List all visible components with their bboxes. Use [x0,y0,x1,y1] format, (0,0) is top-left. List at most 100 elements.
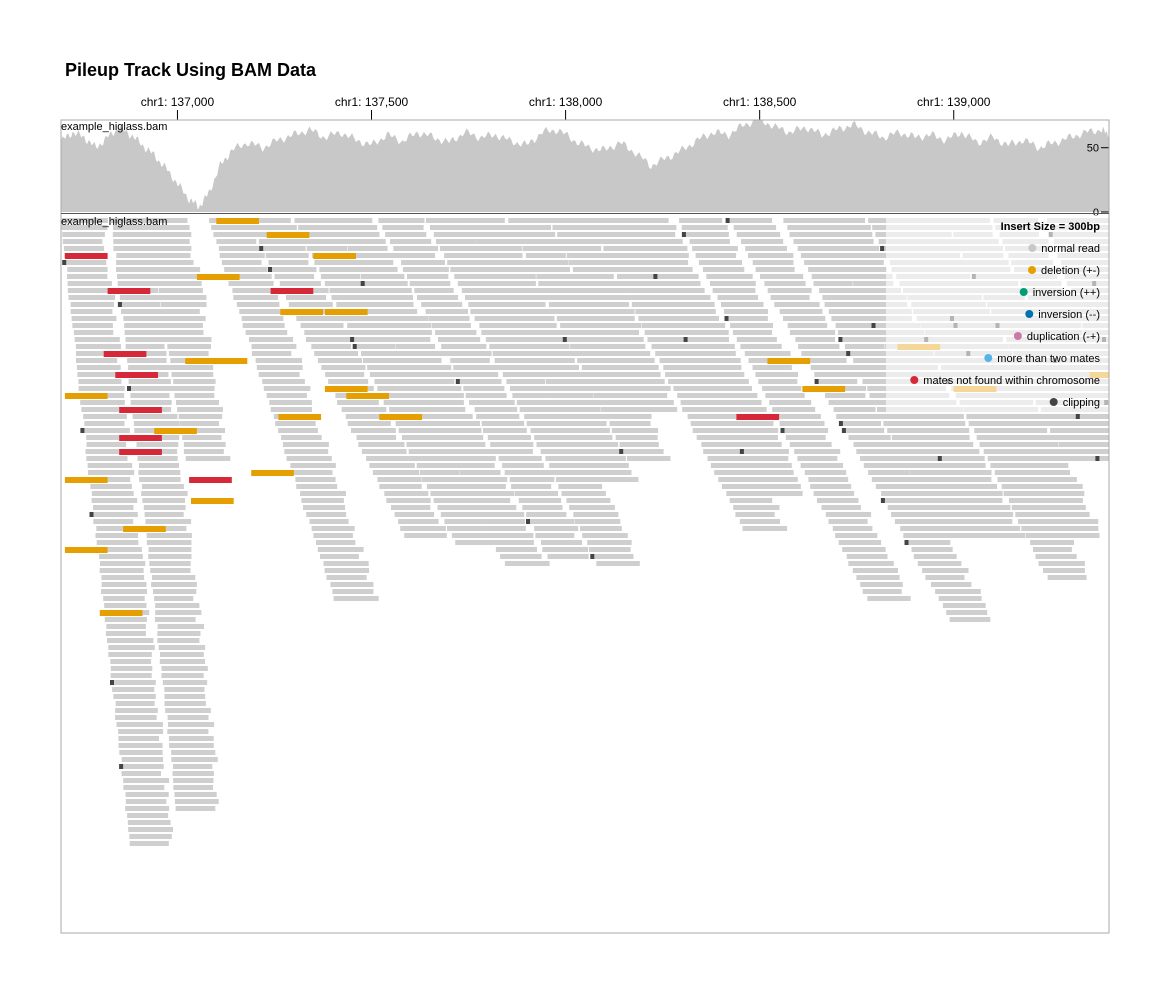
read [469,400,515,405]
read [681,225,728,230]
read [160,302,207,307]
read [128,379,171,384]
read [175,806,216,811]
read [844,344,885,349]
read [411,456,456,461]
read [458,379,502,384]
read [489,344,533,349]
read [573,351,616,356]
read [598,239,642,244]
read [735,435,778,440]
deletion-read-23 [99,610,143,616]
read [130,386,176,391]
read [453,365,499,370]
read [739,519,780,524]
read [158,288,203,293]
read [1030,540,1074,545]
read [935,589,981,594]
read [444,253,486,258]
read [527,260,569,265]
read [628,393,668,398]
read [733,505,780,510]
read [714,393,758,398]
clipping-mark [526,519,530,524]
read [612,358,655,363]
read [148,554,192,559]
read [971,519,1013,524]
read [400,526,446,531]
read [1120,421,1166,426]
read [113,694,156,699]
read [218,246,260,251]
read [651,344,695,349]
read [185,456,231,461]
read [116,267,159,272]
read [835,246,880,251]
read [787,323,828,328]
read [306,246,348,251]
read [65,260,107,265]
read [356,435,397,440]
x-tick-label-1: chr1: 137,500 [335,95,409,109]
read [534,358,575,363]
read [550,218,592,223]
legend-label-0: normal read [1041,243,1100,255]
read [171,372,214,377]
read [478,512,525,517]
read [642,246,688,251]
read [221,260,262,265]
read [174,792,217,797]
read [589,218,636,223]
read [311,344,352,349]
read [430,225,470,230]
read [323,561,369,566]
read [173,764,213,769]
read [519,407,560,412]
read [367,365,410,370]
read [1031,477,1077,482]
y-tick-label-0: 50 [1087,143,1099,155]
read [644,253,689,258]
read [73,330,114,335]
read [76,351,119,356]
read [133,421,180,426]
read [609,260,650,265]
read [475,505,517,510]
read [689,239,730,244]
read [347,246,388,251]
read [319,267,360,272]
read [379,484,422,489]
read [881,491,923,496]
read [684,232,729,237]
read [810,484,852,489]
read [130,393,170,398]
read [156,274,199,279]
read [167,729,209,734]
read [481,421,525,426]
read [398,428,444,433]
read [1046,505,1086,510]
read [500,554,542,559]
read [518,239,563,244]
read [127,813,169,818]
read [177,407,223,412]
read [828,309,869,314]
read [157,624,204,629]
read [385,232,427,237]
read [148,547,192,552]
read [717,295,759,300]
read [128,365,175,370]
read [1036,484,1083,489]
read [755,372,798,377]
read [414,288,454,293]
read [1086,428,1109,433]
read [560,323,605,328]
read [883,498,929,503]
read [301,498,344,503]
read [624,288,666,293]
read [492,351,539,356]
read [123,316,169,321]
read [947,470,992,475]
read [363,281,408,286]
read [255,358,302,363]
